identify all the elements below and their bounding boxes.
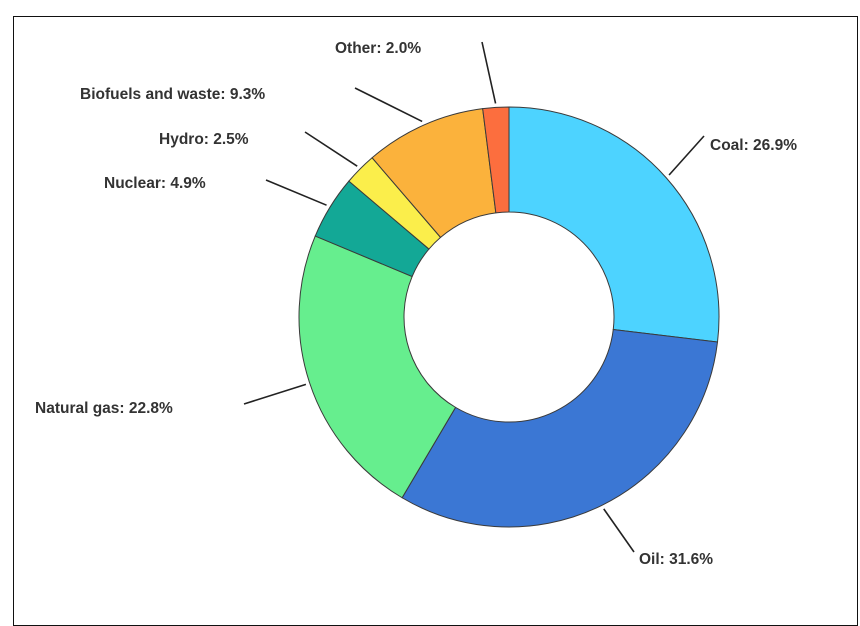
- slices-group: [298, 106, 720, 528]
- leader-biofuels-and-waste: [354, 87, 423, 123]
- label-coal: Coal: 26.9%: [710, 137, 797, 154]
- leader-hydro: [304, 131, 358, 167]
- label-hydro: Hydro: 2.5%: [159, 131, 249, 148]
- leader-natural-gas: [243, 383, 307, 405]
- leaders-group: [243, 41, 705, 553]
- slice-natural-gas: [298, 235, 457, 499]
- label-biofuels-and-waste: Biofuels and waste: 9.3%: [80, 86, 265, 103]
- slice-coal: [508, 106, 720, 343]
- leader-coal: [668, 135, 705, 176]
- label-nuclear: Nuclear: 4.9%: [104, 175, 206, 192]
- labels-group: Coal: 26.9% Oil: 31.6% Natural gas: 22.8% N…: [35, 40, 797, 568]
- label-other: Other: 2.0%: [335, 40, 421, 57]
- leader-oil: [603, 508, 635, 553]
- slice-other: [482, 106, 510, 214]
- label-natural-gas: Natural gas: 22.8%: [35, 400, 173, 417]
- label-oil: Oil: 31.6%: [639, 551, 713, 568]
- leader-other: [481, 41, 497, 104]
- leader-nuclear: [265, 179, 327, 206]
- slice-oil: [401, 328, 719, 528]
